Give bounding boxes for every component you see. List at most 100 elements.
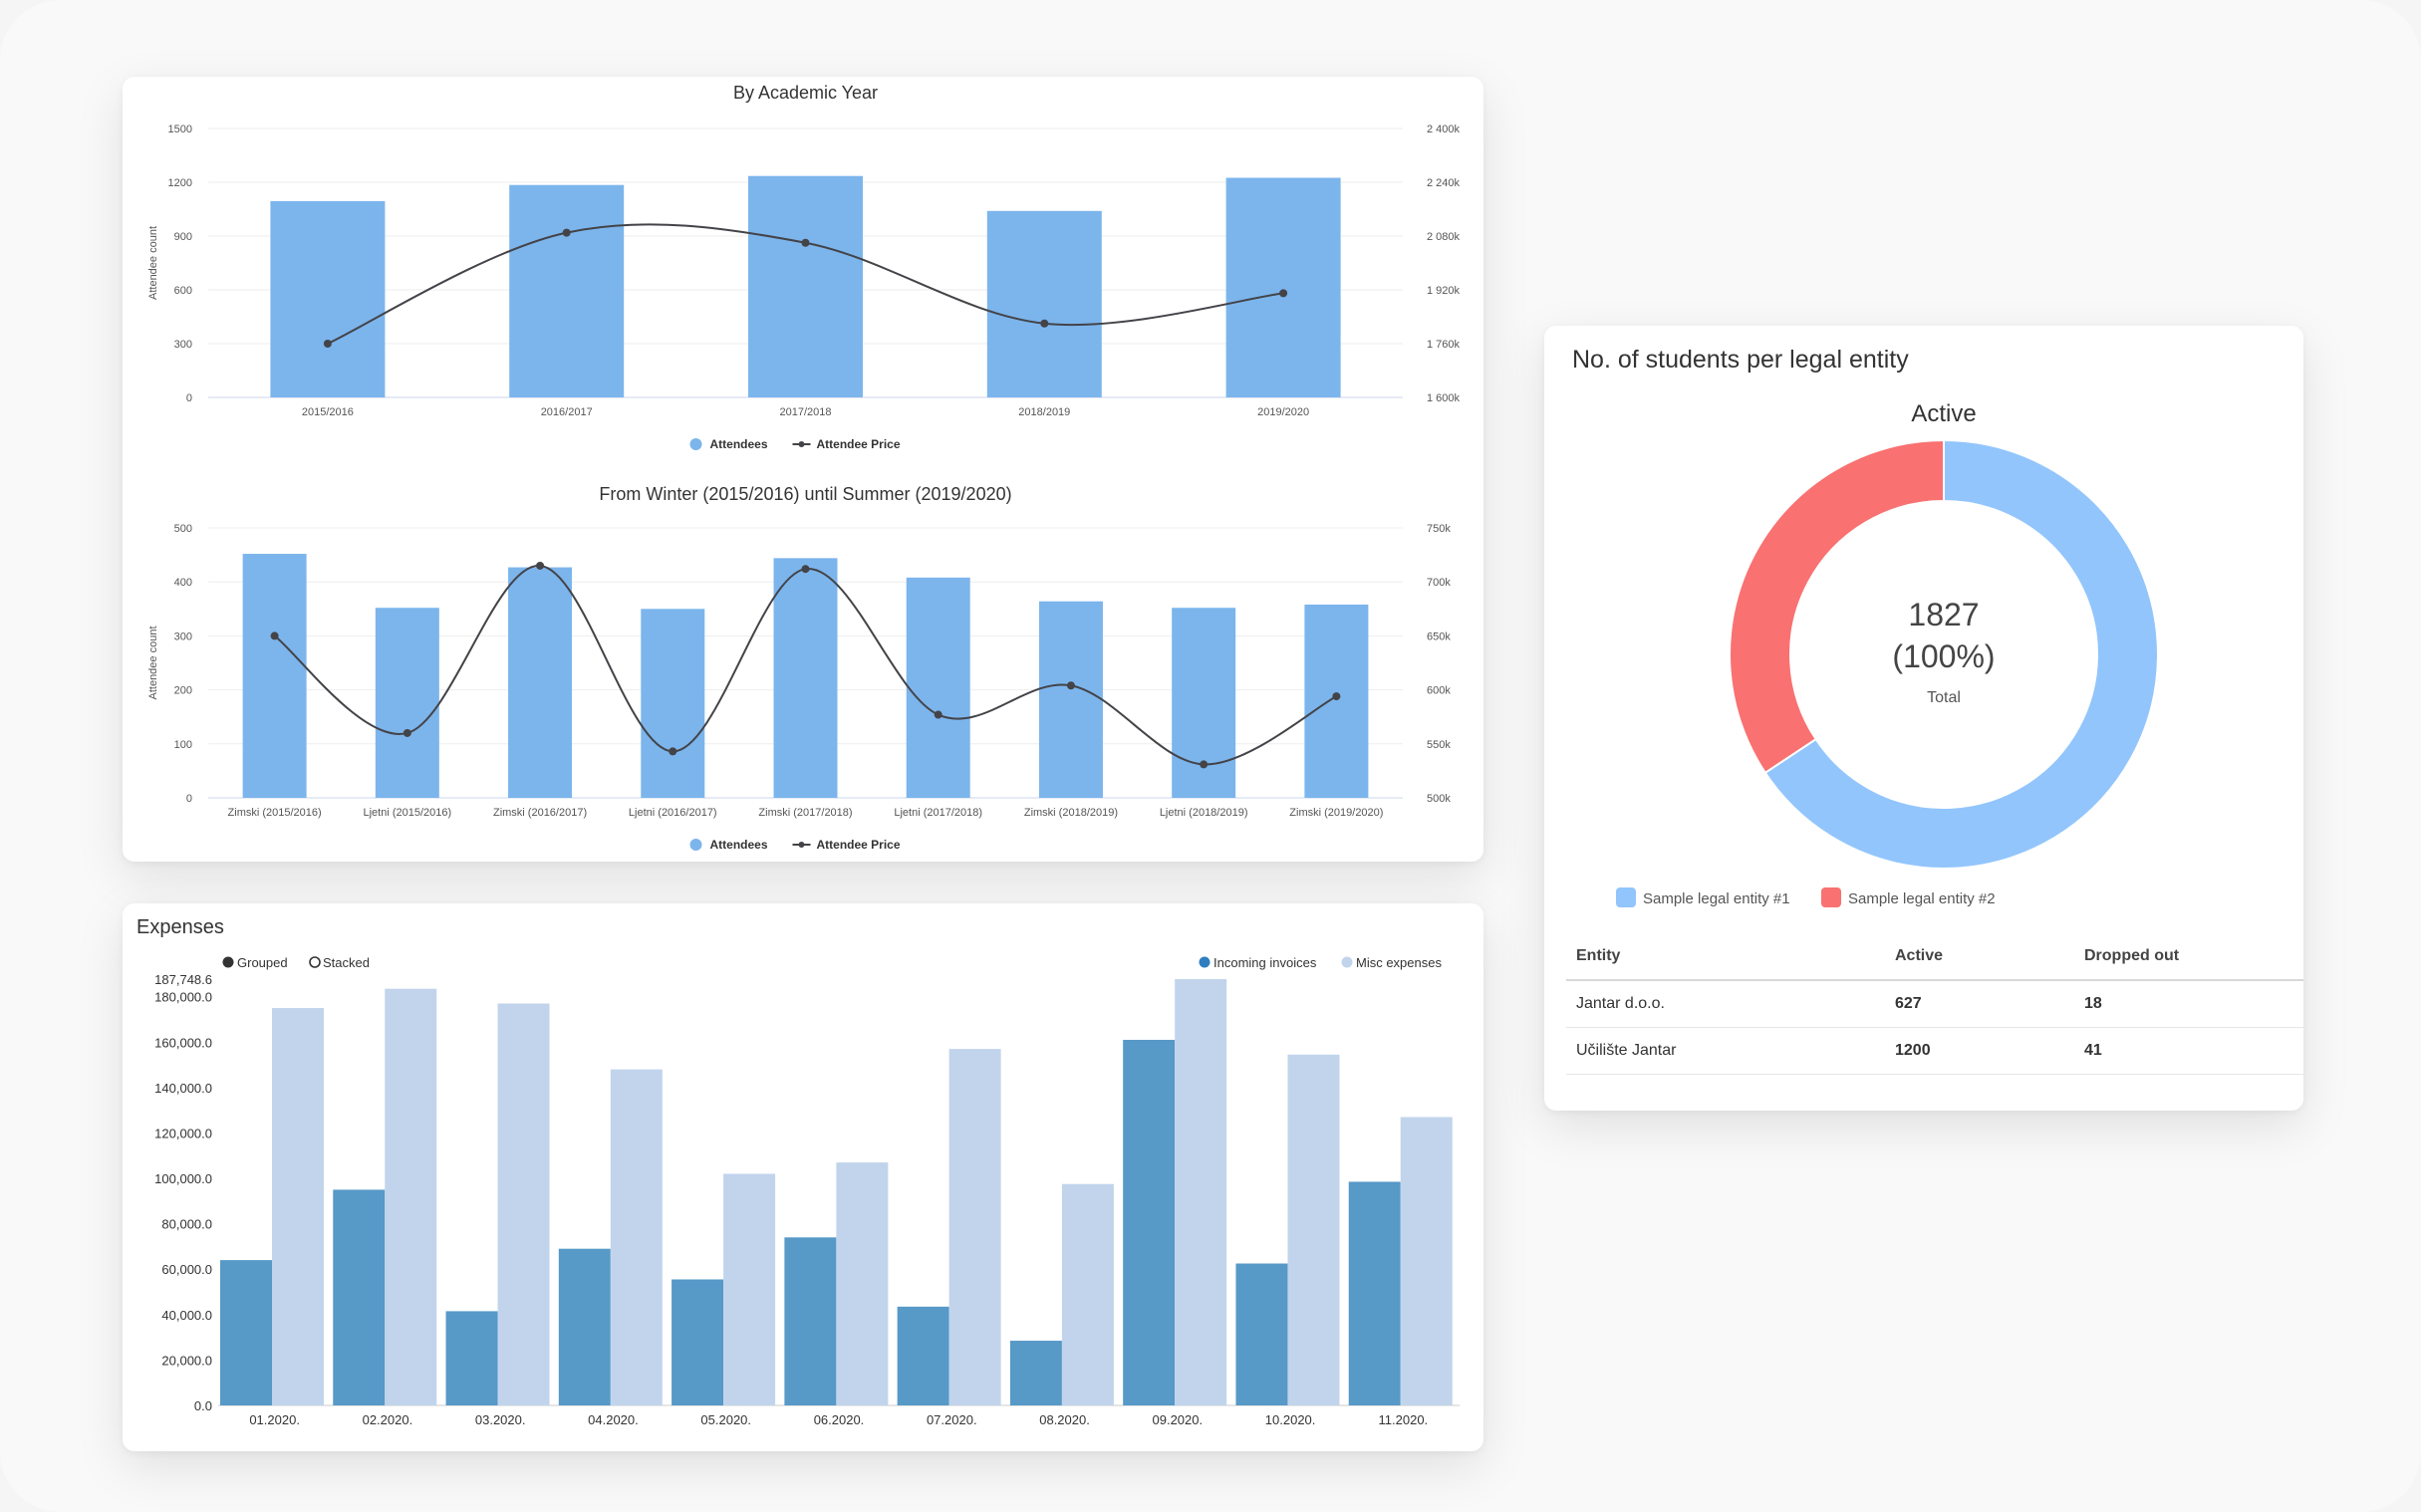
bar-invoices [558,1248,611,1405]
entity-donut-chart: Active 1827 (100%) Total Sample legal entity… [1616,400,2159,907]
y-tick-label: 20,000.0 [161,1353,212,1368]
y-tick-label: 300 [174,630,192,642]
legend-marker-invoices [1199,956,1210,968]
x-tick-label: 03.2020. [475,1412,526,1427]
legend-label: Attendees [710,838,768,852]
grouped-label: Grouped [237,955,288,970]
x-tick-label: 2018/2019 [1018,406,1070,418]
y2-tick-label: 700k [1427,577,1451,589]
y-tick-label: 160,000.0 [154,1035,212,1050]
x-tick-label: 2019/2020 [1257,406,1309,418]
x-tick-label: 2016/2017 [541,406,593,418]
bar-misc [948,1049,1001,1405]
y2-tick-label: 2 240k [1427,177,1461,189]
line-point [536,561,545,570]
line-point [669,747,677,756]
bar-invoices [672,1279,724,1405]
line-point [403,728,411,737]
legend-label: Sample legal entity #2 [1848,890,1996,907]
legend-label: Misc expenses [1356,955,1442,970]
chart-subtitle: Active [1911,400,1976,427]
y-axis-label: Attendee count [147,626,159,699]
bar-misc [610,1069,663,1405]
col-dropped-header: Dropped out [2074,933,2303,981]
x-tick-label: 2015/2016 [302,406,354,418]
x-tick-label: 08.2020. [1039,1412,1090,1427]
y-tick-label: 900 [174,231,192,243]
stacked-radio [309,956,321,968]
line-point [270,631,279,640]
x-tick-label: Zimski (2019/2020) [1289,807,1383,819]
x-tick-label: 02.2020. [363,1412,413,1427]
attendance-charts: By Academic Year 0 300 600 900 1200 1500 1 600k… [147,83,1461,852]
x-tick-label: Ljetni (2015/2016) [363,807,451,819]
bar [986,210,1102,397]
bar-misc [385,988,437,1405]
y2-tick-label: 600k [1427,685,1451,697]
bar [1225,177,1341,397]
grouped-radio [222,956,234,968]
y2-tick-label: 550k [1427,739,1451,751]
y-tick-label: 40,000.0 [161,1308,212,1323]
y-tick-label: 100,000.0 [154,1171,212,1186]
table-row: Jantar d.o.o. 627 18 [1566,980,2303,1028]
y-axis-label: Attendee count [147,226,159,300]
x-tick-label: Zimski (2017/2018) [758,807,852,819]
line-point [562,228,571,237]
x-tick-label: 2017/2018 [780,406,832,418]
y-tick-label: 80,000.0 [161,1217,212,1232]
y2-tick-label: 2 080k [1427,231,1461,243]
x-tick-label: Zimski (2015/2016) [228,807,322,819]
bar [748,175,863,397]
bar [270,200,386,397]
x-tick-label: 04.2020. [588,1412,639,1427]
x-tick-label: Zimski (2018/2019) [1024,807,1118,819]
y-tick-label: 300 [174,339,192,351]
bar-invoices [1235,1263,1288,1405]
x-tick-label: 11.2020. [1379,1412,1429,1427]
x-tick-label: 05.2020. [700,1412,751,1427]
legend-label: Attendees [710,437,768,451]
bar-misc [1287,1054,1340,1405]
y-tick-label: 200 [174,685,192,697]
legal-entity-card: No. of students per legal entity Active 1… [1544,326,2303,1111]
bar-misc [272,1008,324,1405]
bar [508,567,573,798]
bar [375,608,439,798]
bar [509,184,625,397]
table-header-row: Entity Active Dropped out [1566,933,2303,981]
entity-active: 1200 [1885,1027,2074,1075]
series-line [274,564,1337,766]
bar-invoices [1009,1341,1062,1405]
x-tick-label: Ljetni (2017/2018) [894,807,982,819]
x-tick-label: 06.2020. [814,1412,865,1427]
y-tick-label: 100 [174,739,192,751]
line-point [1279,289,1288,298]
entity-name: Učilište Jantar [1566,1027,1885,1075]
line-point [1332,692,1341,701]
y-tick-label: 1500 [168,124,192,135]
x-tick-label: Zimski (2016/2017) [493,807,587,819]
y-tick-label: 600 [174,285,192,297]
legend-marker-price-dot [798,842,805,848]
legend-marker-misc [1341,956,1353,968]
bar-invoices [784,1237,837,1405]
legend-label: Attendee Price [817,838,901,852]
legend-marker-attendees [689,839,702,851]
entity-name: Jantar d.o.o. [1566,980,1885,1028]
y2-tick-label: 500k [1427,793,1451,805]
entity-dropped: 41 [2074,1027,2303,1075]
x-tick-label: Ljetni (2016/2017) [629,807,717,819]
stacked-label: Stacked [323,955,370,970]
center-value: 1827 [1908,597,1979,632]
bar-invoices [1348,1181,1401,1405]
entity-card-title: No. of students per legal entity [1572,346,1909,374]
line-point [1066,681,1075,690]
bar-invoices [897,1306,949,1405]
center-percent: (100%) [1892,638,1995,674]
y2-tick-label: 1 760k [1427,339,1461,351]
expenses-card: Expenses Grouped Stacked Incoming invoices M… [123,903,1483,1451]
bar [1304,604,1369,798]
y-tick-label: 500 [174,523,192,535]
